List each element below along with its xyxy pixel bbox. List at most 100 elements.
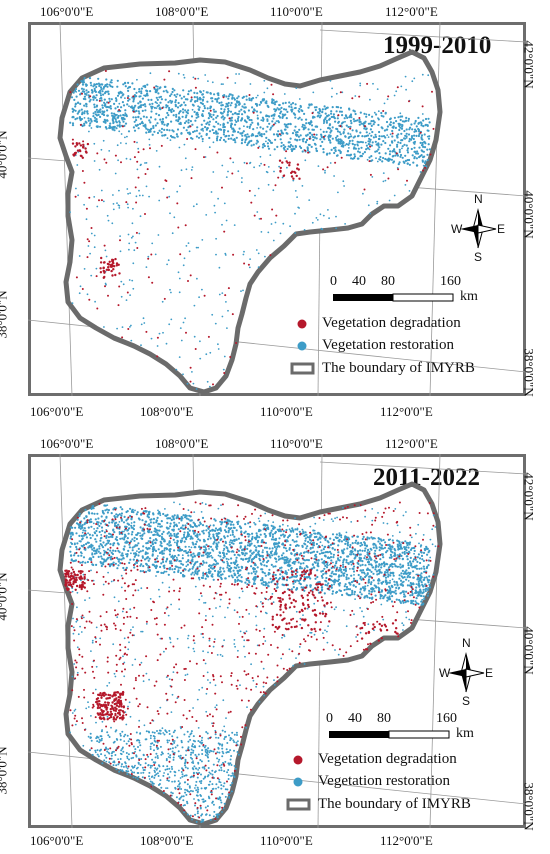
restoration-point [371, 115, 374, 118]
restoration-point [275, 547, 278, 551]
restoration-point [95, 267, 98, 270]
restoration-point [404, 120, 407, 123]
restoration-point [343, 585, 346, 588]
restoration-point [107, 556, 110, 559]
restoration-point [215, 237, 218, 240]
restoration-point [233, 643, 236, 645]
degradation-point [99, 261, 103, 264]
restoration-point [135, 537, 138, 541]
restoration-point [70, 558, 73, 561]
restoration-point [339, 151, 342, 155]
restoration-point [265, 130, 268, 133]
restoration-point [273, 542, 276, 545]
restoration-point [170, 110, 173, 114]
restoration-point [136, 550, 138, 552]
restoration-point [179, 560, 182, 563]
restoration-point [315, 217, 318, 219]
restoration-point [116, 105, 119, 108]
degradation-point [387, 177, 390, 180]
restoration-point [294, 125, 297, 128]
restoration-point [342, 561, 345, 564]
restoration-point [230, 527, 233, 530]
restoration-point [151, 540, 154, 543]
restoration-point [168, 534, 171, 537]
restoration-point [230, 116, 234, 119]
restoration-point [205, 122, 208, 125]
restoration-point [99, 522, 102, 525]
restoration-point [373, 542, 376, 546]
restoration-point [208, 130, 212, 133]
restoration-point [417, 523, 420, 526]
restoration-point [412, 570, 415, 573]
restoration-point [191, 166, 194, 169]
restoration-point [217, 92, 220, 95]
restoration-point [177, 116, 181, 119]
restoration-point [190, 554, 193, 557]
restoration-point [333, 151, 336, 155]
restoration-point [407, 133, 411, 136]
restoration-point [404, 601, 407, 604]
restoration-point [421, 592, 424, 595]
restoration-point [146, 83, 149, 86]
restoration-point [381, 127, 384, 130]
restoration-point [416, 560, 419, 563]
restoration-point [287, 123, 290, 126]
restoration-point [393, 583, 396, 586]
restoration-point [226, 547, 229, 550]
degradation-point [429, 153, 432, 156]
restoration-point [217, 554, 220, 557]
restoration-point [213, 569, 217, 572]
restoration-point [334, 149, 337, 153]
restoration-point [106, 119, 109, 122]
restoration-point [231, 531, 234, 534]
restoration-point [150, 544, 153, 547]
restoration-point [206, 127, 209, 130]
restoration-point [170, 93, 173, 96]
restoration-point [133, 524, 136, 527]
restoration-point [83, 110, 86, 113]
restoration-point [106, 85, 109, 88]
restoration-point [134, 241, 137, 244]
restoration-point [271, 535, 274, 539]
restoration-point [92, 522, 95, 525]
restoration-point [173, 94, 176, 97]
restoration-point [85, 89, 88, 92]
restoration-point [298, 553, 301, 556]
restoration-point [137, 116, 140, 119]
restoration-point [90, 89, 93, 92]
restoration-point [215, 607, 217, 609]
restoration-point [92, 504, 95, 508]
restoration-point [169, 139, 172, 142]
degradation-point [132, 110, 135, 113]
restoration-point [177, 554, 180, 557]
restoration-point [350, 122, 353, 125]
restoration-point [317, 111, 320, 114]
restoration-point [175, 115, 178, 118]
restoration-point [214, 560, 217, 563]
restoration-point [428, 549, 431, 552]
restoration-point [368, 596, 371, 600]
restoration-point [123, 740, 126, 742]
restoration-point [132, 528, 135, 531]
restoration-point [167, 531, 170, 534]
restoration-point [361, 152, 365, 155]
restoration-point [159, 514, 162, 517]
restoration-point [422, 603, 424, 606]
degradation-point [369, 173, 372, 176]
restoration-point [420, 154, 423, 157]
restoration-point [388, 556, 391, 559]
degradation-point [99, 267, 102, 270]
restoration-point [112, 121, 115, 125]
restoration-point [230, 119, 233, 122]
restoration-point [399, 155, 402, 158]
restoration-point [366, 573, 369, 576]
restoration-point [223, 202, 226, 205]
restoration-point [303, 567, 306, 570]
restoration-point [416, 594, 419, 597]
restoration-point [81, 538, 84, 541]
degradation-point [281, 161, 284, 164]
restoration-point [90, 232, 93, 235]
restoration-point [353, 593, 356, 596]
restoration-point [135, 553, 138, 555]
restoration-point [285, 573, 288, 576]
